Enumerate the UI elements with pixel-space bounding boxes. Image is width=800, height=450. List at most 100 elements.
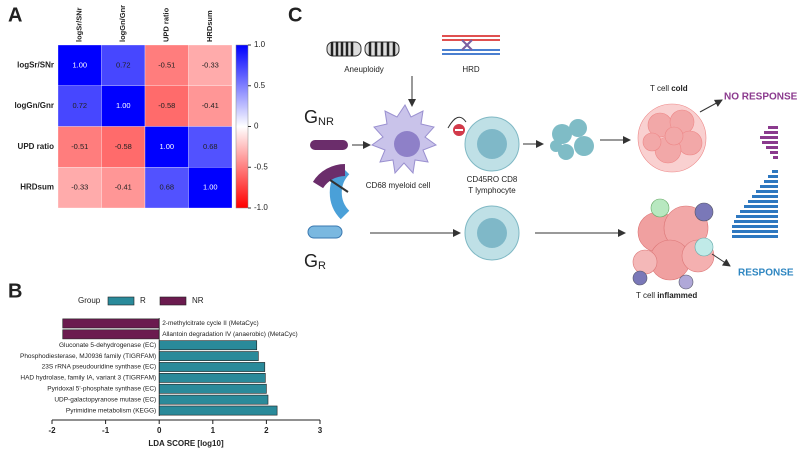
heatmap-cell [188,126,233,168]
column-label: logGn/Gnr [118,5,127,42]
cell-label: 0.68 [203,142,218,151]
heatmap-cell [101,85,146,127]
cell-label: -0.58 [115,142,132,151]
x-axis-title: LDA SCORE [log10] [148,439,224,448]
column-label: logSr/SNr [75,7,84,42]
legend-label: NR [192,296,204,305]
panel-label: A [8,4,22,26]
row-label: HRDsum [20,183,54,192]
bar [158,394,269,405]
label: RESPONSE [738,268,794,279]
heatmap-cell [188,44,233,86]
bar [158,405,278,416]
cell-label: -0.51 [158,60,175,69]
inflamed-tumor [632,198,715,290]
cell-label: -0.51 [71,142,88,151]
category-label: Allantoin degradation IV (anaerobic) (Me… [162,331,297,338]
heatmap-cell [57,85,102,127]
category-label: Gluconate 5-dehydrogenase (EC) [59,342,156,349]
heatmap-cell [57,126,102,168]
x-tick-label: 1 [211,426,216,435]
category-label: HAD hydrolase, family IA, variant 3 (TIG… [20,375,156,382]
row-label: logGn/Gnr [14,101,54,110]
category-label: Phosphodiesterase, MJ0936 family (TIGRFA… [20,353,156,360]
bar [158,383,267,394]
panel-label: B [8,280,22,302]
tumor-cluster [550,119,594,160]
heatmap-cell [144,126,189,168]
myeloid-cell [370,104,438,175]
panel-label: C [288,4,302,26]
bar [158,351,259,361]
heatmap-cell [188,85,233,127]
label: GR [304,251,326,272]
cell-label: -0.33 [71,183,88,192]
category-label: Pyrimidine metabolism (KEGG) [66,407,156,414]
cell-label: 0.72 [116,60,131,69]
bar [158,373,266,383]
label: GNR [304,107,334,128]
legend-swatch [159,296,187,306]
bacterium-icon [310,140,348,150]
x-tick-label: 3 [318,426,323,435]
legend-title: Group [78,296,101,305]
column-label: UPD ratio [162,7,171,42]
cell-label: 0.72 [72,101,87,110]
heatmap-cell [101,167,146,209]
cell-label: -0.58 [158,101,175,110]
charts: 1.00 0.72 -0.51 -0.330.72 1.00 -0.58 -0.41-0.5… [14,5,322,448]
x-tick-label: -1 [102,426,110,435]
cell-label: 1.00 [159,142,174,151]
inhibit-arrow [447,116,467,129]
t-cell [464,205,520,261]
heatmap-cell [101,44,146,86]
cold-tumor [637,103,707,173]
legend-label: R [140,296,146,305]
colorbar [235,44,249,209]
column-label: HRDsum [205,10,214,42]
cell-label: 1.00 [116,101,131,110]
category-label: 23S rRNA pseudouridine synthase (EC) [42,364,157,371]
cell-label: 1.00 [203,183,218,192]
cell-label: -0.41 [202,101,219,110]
category-label: Pyridoxal 5'-phosphate synthase (EC) [47,385,156,392]
colorbar-tick-label: -1.0 [254,203,268,212]
waterfall-icon [732,126,778,238]
bar [62,318,160,329]
diagram: Aneuploidy HRD GNR GR CD68 myeloid cell … [304,35,798,300]
heatmap-cell [144,167,189,209]
label: NO RESPONSE [724,92,798,103]
heatmap-cell [144,44,189,86]
colorbar-tick-label: 0 [254,122,259,131]
row-label: UPD ratio [18,142,55,151]
legend-swatch [107,296,135,306]
heatmap-cell [188,167,233,209]
label: T cell cold [650,84,688,93]
capsule-icon [307,225,343,239]
heatmap-cell [57,44,102,86]
arrow [711,253,731,267]
label: T lymphocyte [468,186,516,195]
bar [158,362,266,372]
category-label: 2-methylcitrate cycle II (MetaCyc) [162,320,258,327]
bar [62,329,160,340]
t-cell [464,116,520,172]
label: CD45RO CD8 [467,175,518,184]
colorbar-tick-label: -0.5 [254,162,268,171]
label: CD68 myeloid cell [366,181,431,190]
label: Aneuploidy [344,65,384,74]
colorbar-tick-label: 1.0 [254,40,266,49]
chromosome-icon [326,41,400,57]
category-label: UDP-galactopyranose mutase (EC) [54,396,156,403]
x-tick-label: 2 [264,426,269,435]
hrd-icon [442,35,500,55]
arrow [699,99,723,113]
cell-label: -0.41 [115,183,132,192]
cell-label: -0.33 [202,60,219,69]
label: T cell inflammed [636,291,697,300]
bar [158,340,258,351]
cell-label: 1.00 [72,60,87,69]
row-label: logSr/SNr [17,60,54,69]
cell-label: 0.68 [159,183,174,192]
